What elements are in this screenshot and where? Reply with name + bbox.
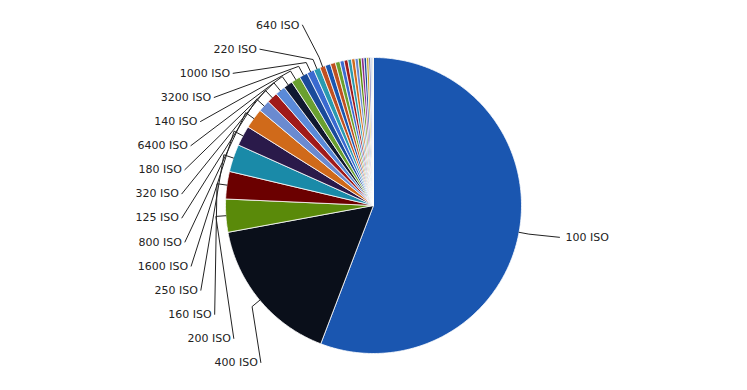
svg-text:180 ISO: 180 ISO xyxy=(138,163,182,176)
svg-text:160 ISO: 160 ISO xyxy=(168,308,212,321)
svg-text:800 ISO: 800 ISO xyxy=(139,236,183,249)
svg-text:200 ISO: 200 ISO xyxy=(187,332,231,345)
svg-text:640 ISO: 640 ISO xyxy=(256,19,300,32)
svg-text:3200 ISO: 3200 ISO xyxy=(161,91,212,104)
svg-text:6400 ISO: 6400 ISO xyxy=(138,139,189,152)
svg-text:320 ISO: 320 ISO xyxy=(135,187,179,200)
svg-text:125 ISO: 125 ISO xyxy=(136,211,180,224)
svg-text:1000 ISO: 1000 ISO xyxy=(180,67,231,80)
svg-text:250 ISO: 250 ISO xyxy=(154,284,198,297)
svg-text:1600 ISO: 1600 ISO xyxy=(138,260,189,273)
svg-text:220 ISO: 220 ISO xyxy=(214,43,258,56)
svg-text:140 ISO: 140 ISO xyxy=(154,115,198,128)
svg-text:400 ISO: 400 ISO xyxy=(214,356,258,369)
svg-text:100 ISO: 100 ISO xyxy=(566,231,610,244)
